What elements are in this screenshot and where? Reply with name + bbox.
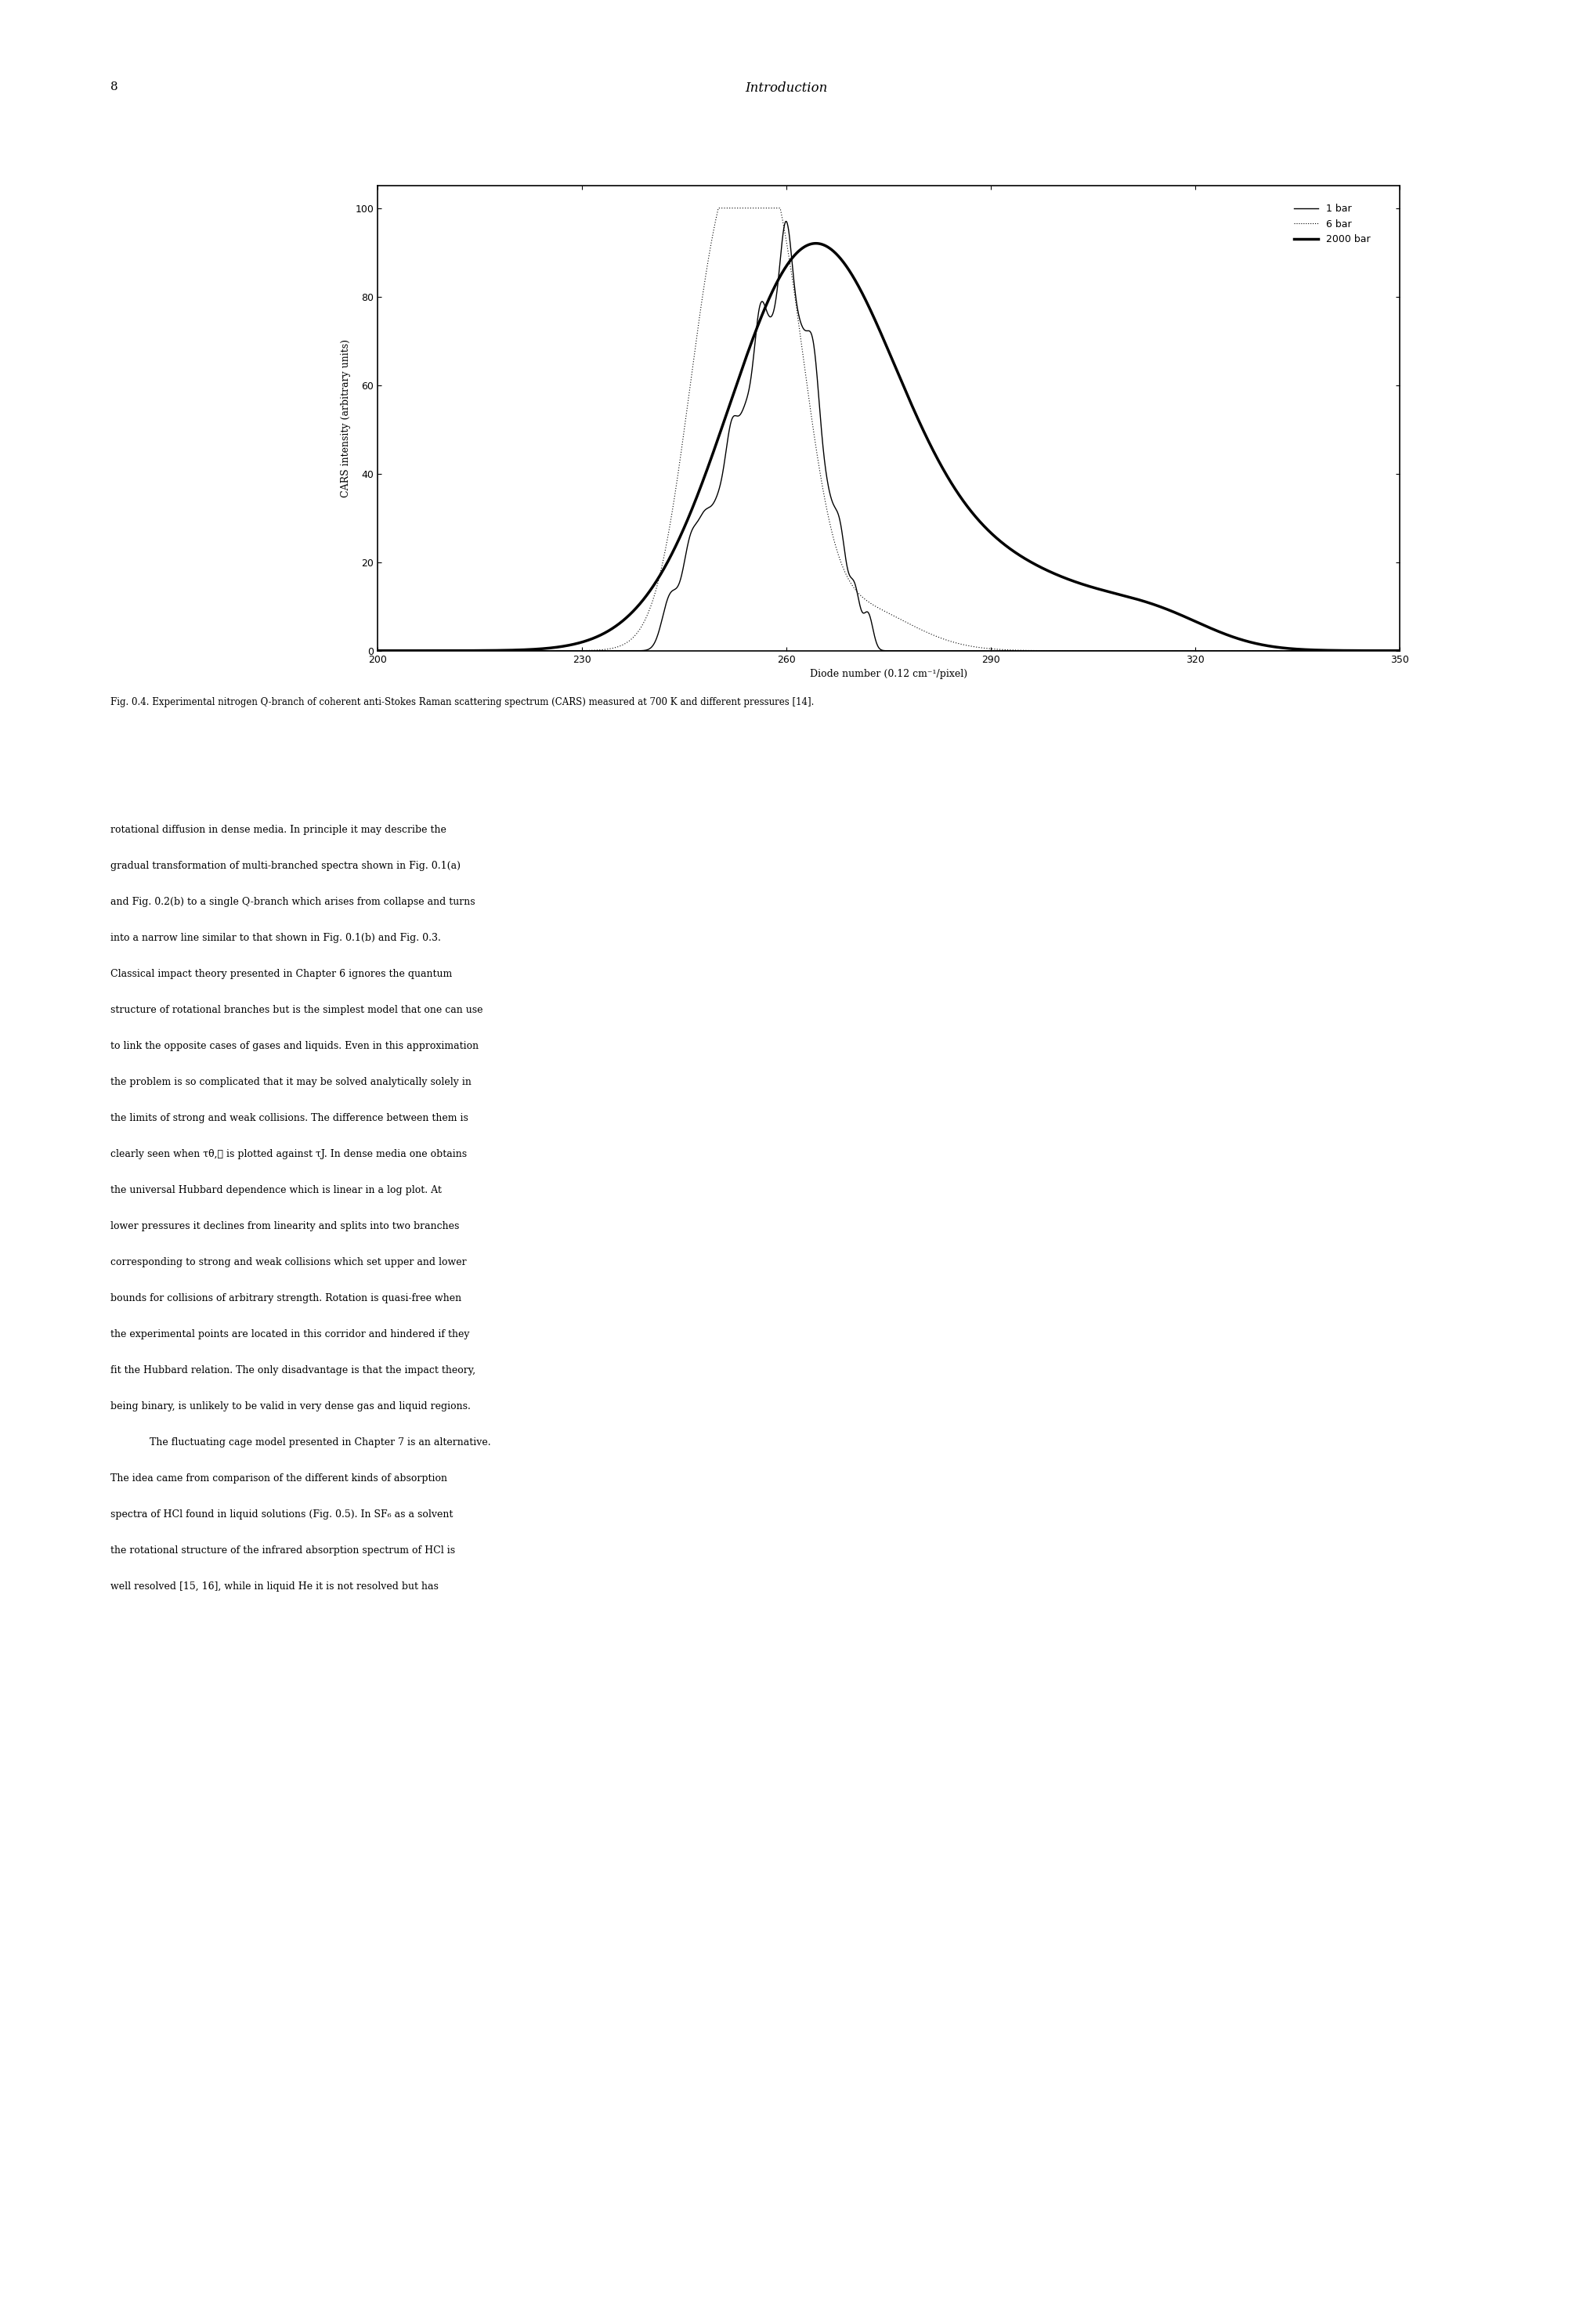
Text: bounds for collisions of arbitrary strength. Rotation is quasi-free when: bounds for collisions of arbitrary stren… bbox=[110, 1292, 461, 1304]
Text: Introduction: Introduction bbox=[745, 81, 827, 95]
2000 bar bbox=[759, 284, 778, 311]
Text: and Fig. 0.2(b) to a single Q-branch which arises from collapse and turns: and Fig. 0.2(b) to a single Q-branch whi… bbox=[110, 897, 475, 906]
6 bar bbox=[545, 637, 564, 665]
1 bar bbox=[484, 637, 503, 665]
Text: being binary, is unlikely to be valid in very dense gas and liquid regions.: being binary, is unlikely to be valid in… bbox=[110, 1401, 470, 1411]
Text: the experimental points are located in this corridor and hindered if they: the experimental points are located in t… bbox=[110, 1329, 468, 1339]
2000 bar bbox=[806, 230, 825, 258]
Line: 2000 bar: 2000 bar bbox=[377, 244, 1399, 651]
Text: the limits of strong and weak collisions. The difference between them is: the limits of strong and weak collisions… bbox=[110, 1113, 468, 1122]
Text: corresponding to strong and weak collisions which set upper and lower: corresponding to strong and weak collisi… bbox=[110, 1257, 465, 1267]
1 bar bbox=[1133, 637, 1152, 665]
Y-axis label: CARS intensity (arbitrary units): CARS intensity (arbitrary units) bbox=[340, 339, 351, 497]
6 bar bbox=[805, 421, 824, 449]
1 bar bbox=[777, 207, 795, 235]
6 bar bbox=[759, 195, 778, 223]
6 bar bbox=[1369, 637, 1388, 665]
Text: Fig. 0.4. Experimental nitrogen Q-branch of coherent anti-Stokes Raman scatterin: Fig. 0.4. Experimental nitrogen Q-branch… bbox=[110, 697, 813, 706]
Text: the problem is so complicated that it may be solved analytically solely in: the problem is so complicated that it ma… bbox=[110, 1078, 472, 1088]
Text: spectra of HCl found in liquid solutions (Fig. 0.5). In SF₆ as a solvent: spectra of HCl found in liquid solutions… bbox=[110, 1511, 453, 1520]
1 bar bbox=[1390, 637, 1409, 665]
Text: well resolved [15, 16], while in liquid He it is not resolved but has: well resolved [15, 16], while in liquid … bbox=[110, 1580, 439, 1592]
Text: Classical impact theory presented in Chapter 6 ignores the quantum: Classical impact theory presented in Cha… bbox=[110, 969, 451, 978]
2000 bar bbox=[1390, 637, 1409, 665]
Legend: 1 bar, 6 bar, 2000 bar: 1 bar, 6 bar, 2000 bar bbox=[1289, 200, 1374, 249]
1 bar bbox=[759, 302, 778, 330]
X-axis label: Diode number (0.12 cm⁻¹/pixel): Diode number (0.12 cm⁻¹/pixel) bbox=[810, 669, 967, 679]
Text: clearly seen when τθ,ℓ is plotted against τJ. In dense media one obtains: clearly seen when τθ,ℓ is plotted agains… bbox=[110, 1148, 467, 1160]
6 bar bbox=[1390, 637, 1409, 665]
Text: 8: 8 bbox=[110, 81, 118, 93]
Text: the universal Hubbard dependence which is linear in a log plot. At: the universal Hubbard dependence which i… bbox=[110, 1185, 442, 1195]
2000 bar bbox=[1259, 632, 1278, 660]
1 bar bbox=[368, 637, 387, 665]
Text: into a narrow line similar to that shown in Fig. 0.1(b) and Fig. 0.3.: into a narrow line similar to that shown… bbox=[110, 932, 440, 944]
2000 bar bbox=[484, 637, 503, 665]
2000 bar bbox=[545, 634, 564, 662]
Text: gradual transformation of multi-branched spectra shown in Fig. 0.1(a): gradual transformation of multi-branched… bbox=[110, 860, 461, 872]
Text: structure of rotational branches but is the simplest model that one can use: structure of rotational branches but is … bbox=[110, 1004, 483, 1016]
2000 bar bbox=[368, 637, 387, 665]
Text: The idea came from comparison of the different kinds of absorption: The idea came from comparison of the dif… bbox=[110, 1473, 446, 1483]
2000 bar bbox=[803, 230, 822, 258]
Text: The fluctuating cage model presented in Chapter 7 is an alternative.: The fluctuating cage model presented in … bbox=[149, 1436, 490, 1448]
Text: to link the opposite cases of gases and liquids. Even in this approximation: to link the opposite cases of gases and … bbox=[110, 1041, 478, 1050]
2000 bar bbox=[1369, 637, 1388, 665]
1 bar bbox=[1371, 637, 1390, 665]
6 bar bbox=[368, 637, 387, 665]
1 bar bbox=[805, 335, 824, 363]
6 bar bbox=[484, 637, 503, 665]
1 bar bbox=[545, 637, 564, 665]
6 bar bbox=[1259, 637, 1278, 665]
Line: 6 bar: 6 bar bbox=[377, 209, 1399, 651]
Text: fit the Hubbard relation. The only disadvantage is that the impact theory,: fit the Hubbard relation. The only disad… bbox=[110, 1364, 475, 1376]
Text: lower pressures it declines from linearity and splits into two branches: lower pressures it declines from lineari… bbox=[110, 1222, 459, 1232]
Text: the rotational structure of the infrared absorption spectrum of HCl is: the rotational structure of the infrared… bbox=[110, 1545, 454, 1555]
Text: rotational diffusion in dense media. In principle it may describe the: rotational diffusion in dense media. In … bbox=[110, 825, 446, 834]
Line: 1 bar: 1 bar bbox=[377, 221, 1399, 651]
6 bar bbox=[709, 195, 728, 223]
1 bar bbox=[1261, 637, 1280, 665]
